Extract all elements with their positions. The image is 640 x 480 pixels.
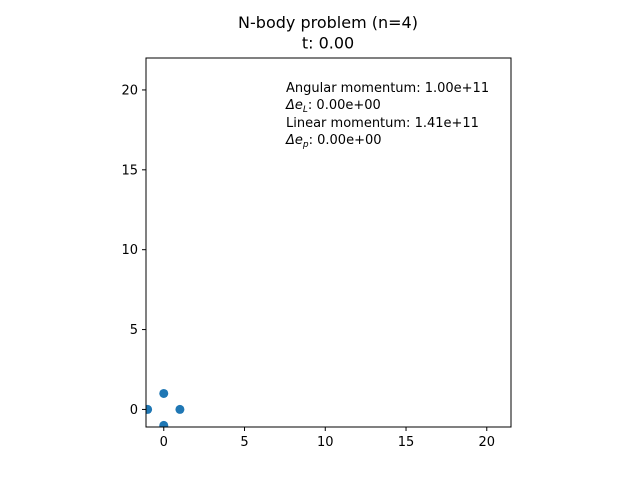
x-tick-label: 15: [398, 435, 415, 450]
body-point-4: [159, 420, 169, 427]
body-point-1: [159, 388, 169, 398]
linear-momentum-value: 1.41e+11: [415, 116, 479, 131]
chart-title: N-body problem (n=4): [238, 13, 418, 32]
y-axis: 0 5 10 15 20: [121, 83, 146, 418]
y-tick-label: 10: [121, 243, 138, 258]
linear-momentum-text: Linear momentum: 1.41e+11: [286, 116, 479, 131]
plot-area: 0 5 10 15 20 0 5 10 15 20: [121, 57, 512, 450]
x-tick-label: 5: [240, 435, 248, 450]
y-tick-label: 5: [130, 323, 138, 338]
delta-ep-text: Δep: 0.00e+00: [285, 133, 382, 150]
delta-el-subscript: L: [303, 105, 308, 115]
delta-el-symbol: Δe: [285, 98, 303, 113]
delta-ep-subscript: p: [302, 140, 309, 150]
y-tick-label: 20: [121, 83, 138, 98]
delta-el-text: ΔeL: 0.00e+00: [285, 98, 381, 115]
plot-frame: [145, 57, 512, 428]
delta-el-value: : 0.00e+00: [308, 98, 381, 113]
angular-momentum-value: 1.00e+11: [425, 81, 489, 96]
y-tick-label: 0: [130, 403, 138, 418]
linear-momentum-label: Linear momentum:: [286, 116, 415, 131]
momentum-annotations: Angular momentum: 1.00e+11 ΔeL: 0.00e+00…: [285, 81, 489, 150]
body-point-3: [175, 404, 185, 414]
delta-ep-symbol: Δe: [285, 133, 303, 148]
scatter-marks: [146, 388, 185, 427]
angular-momentum-text: Angular momentum: 1.00e+11: [286, 81, 489, 96]
chart-subtitle: t: 0.00: [302, 34, 354, 53]
delta-ep-value: : 0.00e+00: [309, 133, 382, 148]
x-tick-label: 20: [479, 435, 496, 450]
body-point-2: [146, 404, 153, 414]
angular-momentum-label: Angular momentum:: [286, 81, 425, 96]
x-axis: 0 5 10 15 20: [160, 427, 495, 450]
y-tick-label: 15: [121, 163, 138, 178]
x-tick-label: 0: [160, 435, 168, 450]
x-tick-label: 10: [317, 435, 334, 450]
